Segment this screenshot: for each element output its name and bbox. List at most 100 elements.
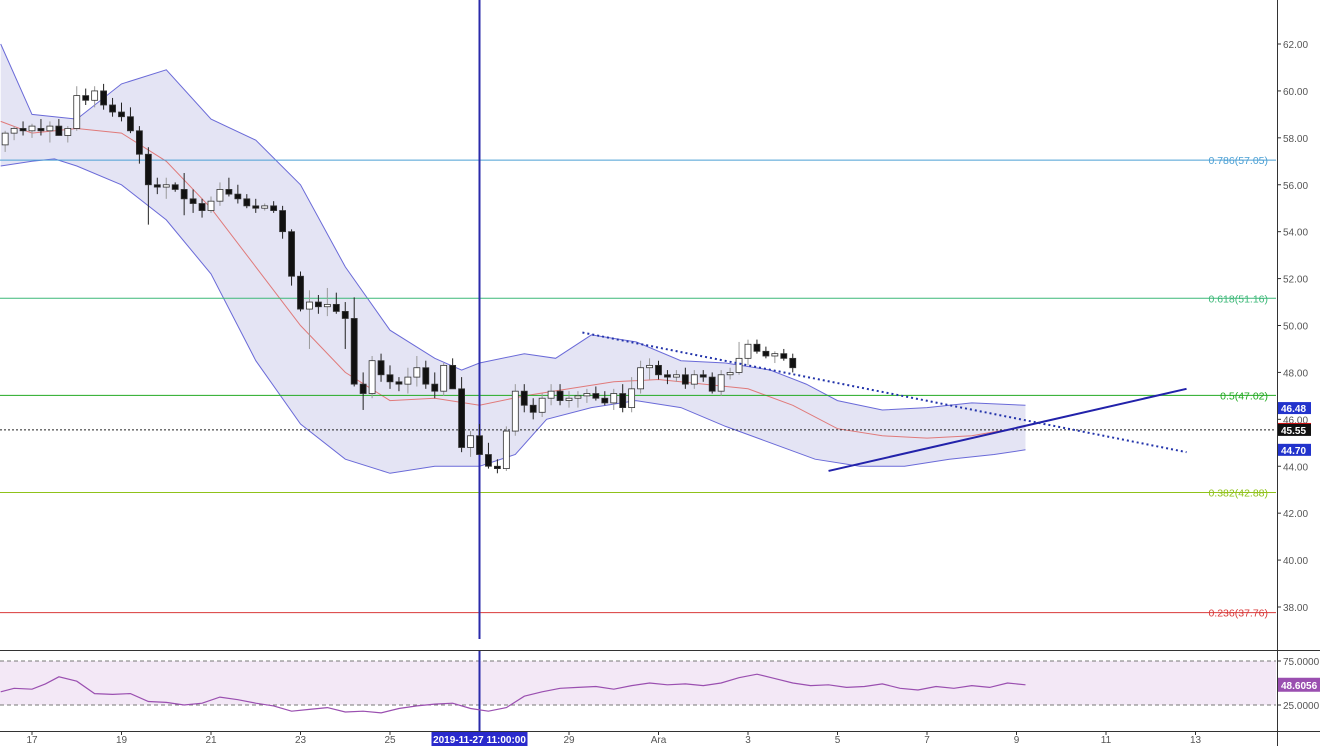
candle[interactable] [708, 376, 716, 392]
candle[interactable] [565, 397, 573, 401]
candle[interactable] [127, 116, 134, 132]
candle[interactable] [216, 189, 224, 202]
candle[interactable] [646, 364, 653, 369]
candle[interactable] [28, 125, 36, 132]
candle[interactable] [73, 95, 81, 129]
candle[interactable] [270, 205, 278, 211]
candle[interactable] [91, 90, 99, 101]
candle[interactable] [297, 275, 304, 310]
candle[interactable] [413, 367, 421, 378]
candle[interactable] [422, 367, 430, 385]
x-tick-label: 21 [205, 735, 217, 746]
candle[interactable] [753, 343, 761, 352]
candle[interactable] [350, 318, 358, 385]
candle[interactable] [19, 128, 27, 132]
rsi-plot[interactable] [0, 651, 1276, 731]
candle[interactable] [458, 388, 466, 448]
candle[interactable] [314, 301, 322, 308]
candle[interactable] [243, 198, 251, 207]
candle[interactable] [735, 357, 743, 373]
candle[interactable] [628, 388, 636, 409]
candle[interactable] [511, 390, 519, 432]
candle[interactable] [664, 374, 671, 378]
y-tick-label: 46.00 [1283, 415, 1308, 426]
candle[interactable] [377, 360, 385, 376]
rsi-line[interactable] [0, 673, 1026, 714]
candle[interactable] [332, 303, 340, 312]
candle[interactable] [261, 205, 269, 209]
candle[interactable] [601, 397, 609, 404]
candle[interactable] [10, 128, 18, 134]
candle[interactable] [538, 397, 546, 413]
candle[interactable] [440, 364, 448, 392]
candle[interactable] [681, 374, 689, 385]
candle[interactable] [762, 350, 770, 357]
candle[interactable] [637, 367, 644, 390]
candle[interactable] [592, 393, 600, 399]
candle[interactable] [198, 203, 206, 211]
candle[interactable] [234, 193, 242, 200]
candle[interactable] [306, 301, 313, 310]
candle[interactable] [583, 393, 591, 397]
candle[interactable] [780, 353, 788, 359]
y-tick-label: 58.00 [1283, 134, 1308, 145]
candle[interactable] [690, 374, 698, 385]
candle[interactable] [467, 435, 474, 448]
candle[interactable] [37, 128, 45, 132]
candle[interactable] [109, 104, 116, 113]
candle[interactable] [55, 125, 63, 136]
candle[interactable] [64, 128, 72, 136]
candle[interactable] [1, 132, 9, 146]
candle[interactable] [744, 343, 752, 359]
candle[interactable] [144, 153, 152, 186]
candle[interactable] [100, 90, 107, 106]
candle[interactable] [359, 383, 367, 394]
candle[interactable] [171, 184, 179, 190]
candle[interactable] [619, 393, 627, 409]
candle[interactable] [574, 395, 582, 399]
candle[interactable] [341, 311, 349, 319]
candle[interactable] [368, 360, 376, 394]
candle[interactable] [502, 430, 510, 469]
candle[interactable] [180, 189, 188, 200]
candle[interactable] [655, 364, 662, 376]
y-tick-label: 54.00 [1283, 228, 1308, 239]
price-plot[interactable]: 0.786(57.05) 0.618(51.16) 0.5(47.02) 0.382(… [0, 0, 1276, 639]
candle[interactable] [610, 393, 618, 404]
candle[interactable] [476, 435, 483, 455]
candle[interactable] [395, 381, 403, 385]
candle[interactable] [288, 231, 295, 277]
trendline-solid[interactable] [828, 387, 1187, 472]
candle[interactable] [520, 390, 528, 406]
candle[interactable] [556, 390, 564, 401]
candle[interactable] [207, 200, 215, 211]
candle[interactable] [135, 130, 143, 155]
candle[interactable] [162, 184, 170, 188]
candle[interactable] [153, 184, 161, 188]
fib-label-1: 0.618(51.16) [1208, 293, 1268, 305]
price-tag-label: 45.55 [1281, 426, 1306, 437]
candle[interactable] [252, 205, 260, 209]
candle[interactable] [673, 374, 680, 378]
candle[interactable] [529, 404, 537, 413]
candle[interactable] [118, 111, 125, 118]
candle[interactable] [717, 374, 725, 392]
candle[interactable] [485, 454, 492, 467]
candle[interactable] [547, 390, 555, 399]
candle[interactable] [699, 374, 707, 378]
candle[interactable] [189, 198, 197, 204]
candle[interactable] [404, 376, 412, 385]
candle[interactable] [726, 372, 734, 376]
candle[interactable] [771, 353, 779, 357]
candle[interactable] [789, 357, 797, 369]
candle[interactable] [386, 374, 394, 383]
candle[interactable] [46, 125, 54, 132]
candle[interactable] [279, 210, 287, 233]
candle[interactable] [431, 383, 439, 392]
candle[interactable] [323, 303, 331, 308]
candle[interactable] [82, 95, 90, 101]
candle[interactable] [449, 364, 457, 390]
candle[interactable] [225, 189, 233, 195]
candle[interactable] [493, 465, 501, 469]
